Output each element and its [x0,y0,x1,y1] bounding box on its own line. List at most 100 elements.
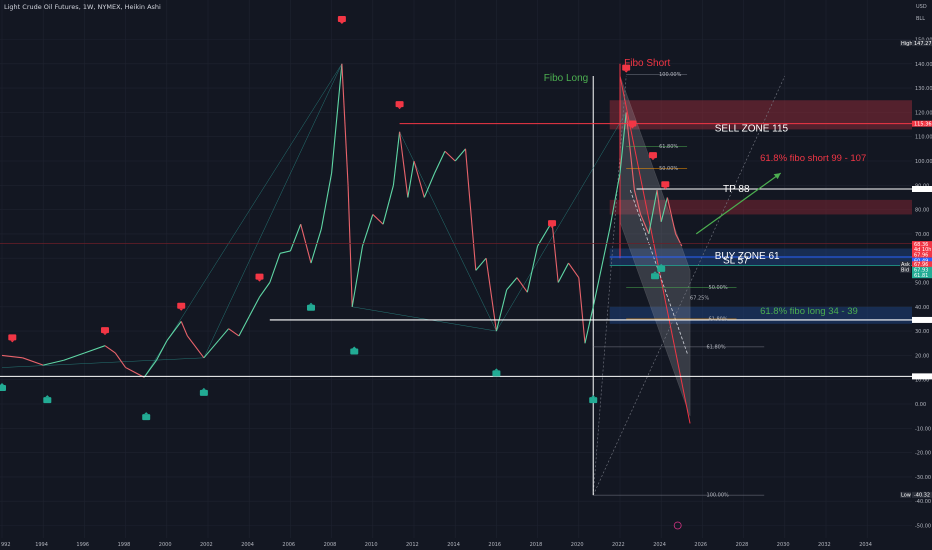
sell-signal [628,120,637,129]
buy-signal-box [43,397,52,404]
x-tick-label: 2012 [406,542,419,548]
price-segment [180,321,188,337]
price-segment [382,185,394,225]
price-segment [475,257,487,271]
price-segment [609,173,621,230]
buy-signal-box [589,397,598,404]
buy-signal-box [350,348,359,355]
price-segment [666,197,677,235]
x-tick-label: 2016 [488,542,501,548]
price-tag-bg [912,373,932,380]
price-segment [279,250,291,254]
sell-signal [648,152,657,161]
price-segment [114,352,127,368]
price-tag-bg [912,316,932,323]
y-tick-label: -30.00 [915,475,931,481]
price-tag-text: 34.59 [914,318,928,324]
sell-signal-box [255,273,264,280]
price-tag-text: 61.81 [914,273,928,279]
price-tag-prefix: Bid [901,268,909,274]
symbol-title: Light Crude Oil Futures, 1W, NYMEX, Heik… [4,3,161,11]
price-tag-bg [912,251,932,258]
x-tick-label: 2034 [859,542,872,548]
fibo-long-level-label: 100.00% [707,493,729,499]
price-segment [125,367,145,378]
y-tick-label: 20.00 [915,353,929,359]
fibo-short-level-label: 100.00% [659,72,681,78]
fibo-short-level-label: 61.80% [659,144,678,150]
fibo-short-level-label: 50.00% [659,166,678,172]
buy-signal [307,302,315,311]
price-tag-prefix-bg [900,261,911,268]
price-segment [22,357,44,366]
price-tag-text: 67.93 [914,268,928,274]
sell-signal-box [628,120,637,127]
sell-signal-box [101,327,109,334]
fibo-short-trend-line [619,75,691,424]
price-segment [640,214,650,235]
price-segment [423,172,436,198]
price-tag-bg [912,120,932,127]
price-segment [248,296,260,317]
y-tick-label: -20.00 [915,451,931,457]
x-tick-label: 992 [1,542,11,548]
price-tag-bg [912,491,932,498]
price-segment [464,148,477,271]
y-tick-label: 130.00 [915,86,932,92]
price-segment [656,190,662,222]
price-tag-text: 67.96 [914,252,928,258]
price-segment [495,289,508,332]
x-tick-label: 2018 [530,542,543,548]
price-tag-bg [912,257,932,264]
trend-line [203,63,343,358]
sell-signal [395,101,404,110]
price-segment [619,112,627,174]
price-tag-text: 4d 10h [914,247,931,253]
tp-label: TP 88 [723,184,750,195]
price-tag-bg [912,261,932,268]
price-segment [399,131,409,198]
price-segment [568,262,580,278]
y-tick-label: 10.00 [915,378,929,384]
sell-signal-arrow [550,226,555,229]
currency-label: USD [916,4,927,10]
price-segment [186,335,205,359]
price-segment [156,340,168,361]
buy-signal-arrow [659,263,664,266]
y-tick-label: 140.00 [915,62,932,68]
y-tick-label: -10.00 [915,426,931,432]
price-tag-prefix-bg [900,40,911,47]
buy-signal-arrow [591,395,596,398]
sell-signal-arrow [339,22,344,25]
y-tick-label: -40.00 [915,499,931,505]
price-segment [43,359,64,366]
price-segment [660,197,668,222]
buy-signal-box [651,273,660,280]
buy-signal [589,395,598,404]
buy-signal [492,368,501,377]
price-segment [506,277,518,291]
sell-signal-arrow [179,308,184,311]
x-tick-label: 2024 [653,542,666,548]
x-tick-label: 2022 [612,542,625,548]
sell-signal [548,220,557,229]
x-tick-label: 2028 [736,542,749,548]
zone-mid-zone [609,199,912,215]
price-segment [331,63,343,174]
price-tag-prefix-bg [900,266,911,273]
price-tag-bg [912,40,932,47]
sell-signal-arrow [397,107,402,110]
sell-signal-box [648,152,657,159]
sell-signal-arrow [257,279,262,282]
price-tag-prefix: Low [901,493,911,499]
buy-signal-box [199,389,208,396]
buy-signal-arrow [201,387,206,390]
y-tick-label: 110.00 [915,135,932,141]
buy-signal-arrow [144,412,149,415]
x-tick-label: 2030 [777,542,790,548]
x-tick-label: 2002 [200,542,213,548]
price-tag-text: 88.48 [914,187,928,193]
sell-signal-box [622,64,631,71]
buy-signal-box [0,384,6,391]
